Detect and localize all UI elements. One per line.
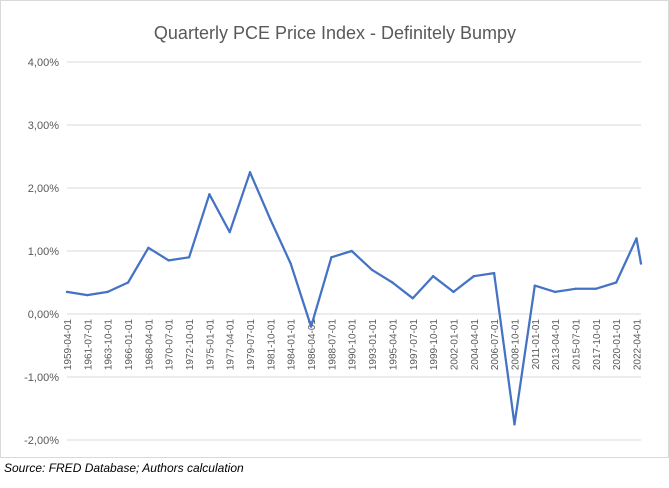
data-point [187, 256, 191, 259]
y-tick-label: 3,00% [28, 120, 59, 132]
data-point [106, 290, 109, 294]
x-tick-label: 2015-07-01 [571, 319, 582, 371]
x-axis-ticks: 1959-04-01 1961-07-01 1963-10-01 1966-01-01… [63, 319, 643, 371]
y-tick-label: -1,00% [24, 372, 59, 384]
x-tick-label: 1970-07-01 [165, 319, 176, 371]
data-point [126, 281, 130, 284]
x-tick-label: 1972-10-01 [185, 319, 196, 371]
x-tick-label: 1981-10-01 [266, 319, 277, 371]
x-tick-label: 2022-04-01 [632, 319, 643, 371]
data-point [248, 171, 252, 174]
data-point [574, 287, 577, 290]
x-tick-label: 1986-04-01 [307, 319, 318, 371]
data-point [86, 293, 89, 297]
data-point [208, 193, 211, 196]
y-tick-label: 4,00% [28, 57, 59, 69]
x-tick-label: 1988-07-01 [327, 319, 338, 371]
data-point [370, 268, 374, 272]
x-tick-label: 2008-10-01 [510, 319, 521, 371]
data-point [431, 275, 435, 278]
data-point [391, 281, 394, 284]
series-line [66, 171, 643, 426]
x-tick-label: 1990-10-01 [348, 319, 359, 371]
data-point [614, 281, 618, 284]
data-point [594, 287, 598, 290]
source-note: Source: FRED Database; Authors calculati… [4, 461, 244, 475]
data-point [639, 262, 643, 265]
x-tick-label: 2006-07-01 [490, 319, 501, 371]
y-tick-label: 1,00% [28, 246, 59, 258]
x-tick-label: 1961-07-01 [83, 319, 94, 371]
data-point [350, 249, 353, 253]
x-tick-label: 1984-01-01 [287, 319, 298, 371]
x-tick-label: 1979-07-01 [246, 319, 257, 371]
data-point [472, 275, 475, 278]
data-point [289, 262, 292, 265]
y-tick-label: -2,00% [24, 435, 59, 447]
data-point [147, 246, 150, 250]
x-tick-label: 2011-01-01 [531, 319, 542, 370]
data-point [65, 290, 69, 294]
y-tick-label: 2,00% [28, 183, 59, 195]
data-point [635, 237, 638, 240]
x-tick-label: 1975-01-01 [205, 319, 216, 371]
x-tick-label: 1959-04-01 [63, 319, 74, 371]
data-point [492, 271, 496, 275]
x-tick-label: 2004-04-01 [470, 319, 481, 371]
data-point [411, 297, 414, 300]
x-tick-label: 2017-10-01 [592, 319, 603, 371]
x-tick-label: 2013-04-01 [551, 319, 562, 371]
data-point [167, 259, 170, 262]
x-tick-label: 2020-01-01 [612, 319, 623, 371]
x-tick-label: 1963-10-01 [104, 319, 115, 371]
x-tick-label: 1968-04-01 [144, 319, 155, 371]
x-tick-label: 1966-01-01 [124, 319, 135, 371]
data-point [452, 290, 455, 294]
data-point [513, 423, 516, 426]
data-point [309, 325, 313, 328]
y-axis-ticks: 4,00% 3,00% 2,00% 1,00% 0,00% -1,00% -2,00% [24, 57, 59, 447]
x-tick-label: 1995-04-01 [388, 319, 399, 371]
x-tick-label: 1997-07-01 [409, 319, 420, 371]
data-point [533, 284, 537, 287]
y-tick-label: 0,00% [28, 309, 59, 321]
x-tick-label: 1977-04-01 [226, 319, 237, 371]
chart-svg: Quarterly PCE Price Index - Definitely B… [24, 23, 643, 447]
data-point [553, 290, 557, 294]
grid-lines [67, 61, 641, 441]
data-point [228, 230, 231, 234]
x-tick-label: 1993-01-01 [368, 319, 379, 371]
chart-frame: Quarterly PCE Price Index - Definitely B… [0, 0, 669, 458]
series-layer [65, 171, 643, 426]
x-tick-label: 2002-01-01 [449, 319, 460, 371]
data-point [330, 256, 333, 259]
chart-title: Quarterly PCE Price Index - Definitely B… [154, 23, 516, 43]
x-tick-label: 1999-10-01 [429, 319, 440, 371]
data-point [269, 218, 272, 221]
